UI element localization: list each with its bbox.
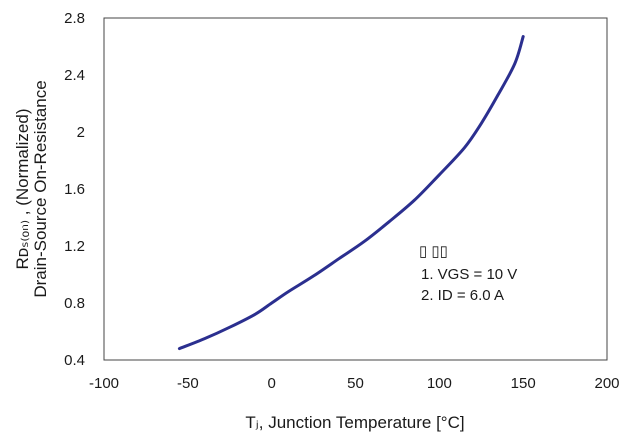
- x-tick-label: 200: [594, 375, 619, 392]
- x-tick-label: -50: [177, 375, 199, 392]
- y-tick-label: 1.2: [64, 238, 85, 255]
- x-axis-title: Tⱼ, Junction Temperature [°C]: [245, 413, 464, 432]
- y-axis-ticks: 0.4 0.8 1.2 1.6 2 2.4 2.8: [64, 10, 85, 369]
- y-tick-label: 2: [77, 124, 85, 141]
- y-axis-title-line2: Drain-Source On-Resistance: [31, 80, 50, 297]
- series-line: [177, 35, 525, 351]
- x-tick-label: 100: [427, 375, 452, 392]
- y-tick-label: 0.4: [64, 352, 85, 369]
- y-tick-label: 2.4: [64, 67, 85, 84]
- note-line2: 2. ID = 6.0 A: [421, 287, 504, 304]
- x-tick-label: -100: [89, 375, 119, 392]
- y-axis-title-line1: Rᴅₛ₍ₒₙ₎ , (Normalized): [13, 109, 32, 270]
- y-tick-label: 2.8: [64, 10, 85, 27]
- note-boxes: ▯ ▯▯: [419, 243, 448, 260]
- x-tick-label: 0: [267, 375, 275, 392]
- plot-frame: [103, 17, 608, 361]
- x-tick-label: 50: [347, 375, 364, 392]
- note-line1: 1. VGS = 10 V: [421, 266, 517, 283]
- y-tick-label: 1.6: [64, 181, 85, 198]
- x-tick-label: 150: [511, 375, 536, 392]
- x-axis-ticks: -100 -50 0 50 100 150 200: [89, 375, 620, 392]
- y-tick-label: 0.8: [64, 295, 85, 312]
